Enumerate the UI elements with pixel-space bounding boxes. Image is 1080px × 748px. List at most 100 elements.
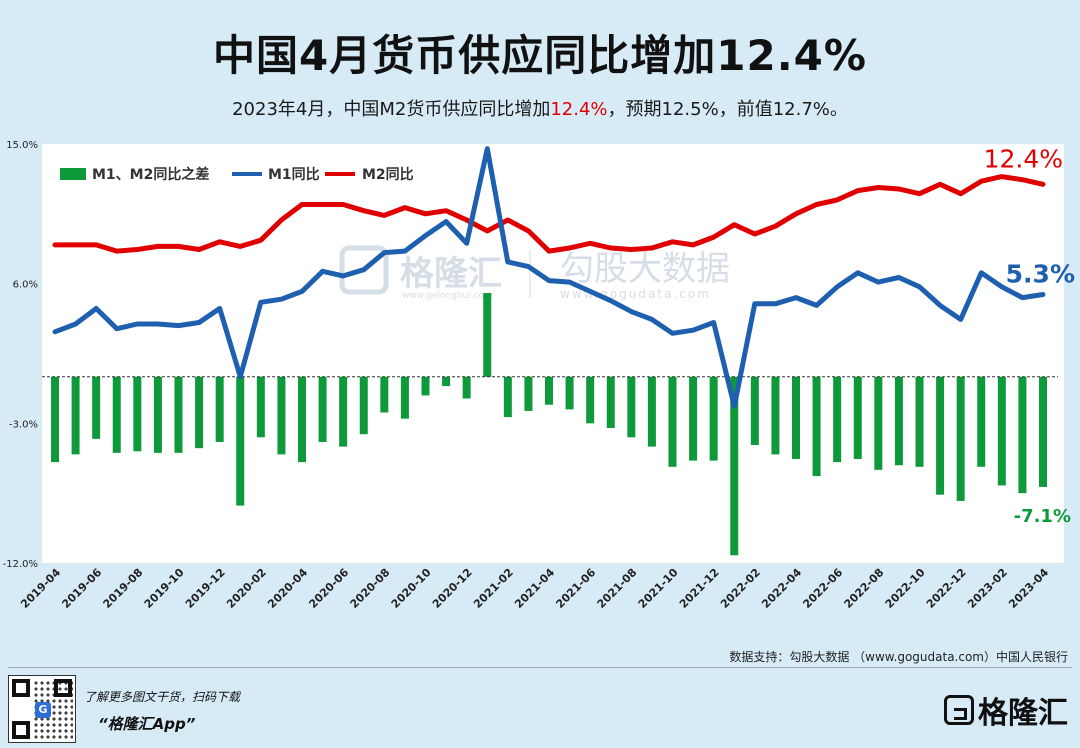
bar	[730, 376, 739, 556]
x-tick-label: 2021-06	[553, 566, 598, 611]
x-tick-label: 2023-02	[965, 566, 1010, 611]
watermark-logo-icon	[339, 245, 389, 295]
x-tick-label: 2021-02	[471, 566, 516, 611]
x-tick-label: 2019-06	[59, 566, 104, 611]
legend-label: M1、M2同比之差	[92, 166, 209, 183]
page-subtitle: 2023年4月，中国M2货币供应同比增加12.4%，预期12.5%，前值12.7…	[0, 95, 1080, 121]
bar	[792, 376, 800, 460]
y-tick-label: 6.0%	[13, 280, 38, 291]
bar	[236, 376, 245, 506]
bar	[709, 376, 718, 461]
bar	[997, 376, 1006, 486]
bar	[750, 376, 759, 446]
bar	[503, 376, 512, 418]
bar	[956, 376, 965, 501]
bar	[627, 376, 636, 438]
x-tick-label: 2022-08	[842, 566, 887, 611]
watermark-brand: 格隆汇	[400, 254, 502, 294]
legend-label: M1同比	[268, 166, 320, 183]
source-note: 数据支持：勾股大数据 （www.gogudata.com）中国人民银行	[729, 650, 1068, 664]
brand-logo: 格隆汇	[944, 690, 1068, 731]
x-tick-label: 2019-12	[183, 566, 228, 611]
subtitle-text: 2023年4月，中国M2货币供应同比增加	[232, 99, 551, 120]
page-title: 中国4月货币供应同比增加12.4%	[213, 31, 867, 80]
bar	[483, 292, 492, 377]
x-tick-label: 2022-06	[800, 566, 845, 611]
bar	[256, 376, 265, 438]
x-tick-label: 2020-06	[306, 566, 351, 611]
x-tick-label: 2019-08	[101, 566, 146, 611]
qr-code[interactable]: G	[8, 675, 76, 743]
x-tick-label: 2022-04	[759, 566, 804, 611]
x-tick-label: 2022-02	[718, 566, 763, 611]
bar	[359, 376, 368, 435]
annotation-m2: 12.4%	[984, 144, 1063, 173]
watermark-brand-url: www.gelonghui.com	[402, 291, 493, 301]
qr-logo-icon: G	[35, 702, 51, 718]
annotation-diff: -7.1%	[1014, 506, 1071, 527]
x-tick-label: 2021-10	[636, 566, 681, 611]
bar	[812, 376, 821, 477]
x-tick-label: 2019-04	[18, 566, 63, 611]
x-tick-label: 2020-04	[265, 566, 310, 611]
legend-swatch	[60, 168, 86, 180]
y-tick-label: 15.0%	[6, 140, 38, 151]
bar	[545, 376, 553, 405]
x-tick-label: 2020-12	[430, 566, 475, 611]
line-m2	[52, 174, 1046, 254]
legend-label: M2同比	[362, 166, 414, 183]
qr-finder-icon	[12, 679, 30, 697]
bar	[318, 376, 327, 442]
x-tick-label: 2023-04	[1006, 566, 1051, 611]
bar	[339, 376, 348, 447]
bar	[936, 376, 945, 495]
bar	[853, 376, 862, 460]
bar	[915, 376, 924, 467]
bar	[606, 376, 615, 428]
watermark-partner: 勾股大数据	[560, 249, 730, 289]
bar	[153, 376, 162, 453]
bar	[380, 376, 389, 413]
bar	[647, 376, 656, 447]
bar	[771, 376, 780, 455]
subtitle-highlight: 12.4%	[550, 99, 608, 120]
bar	[112, 376, 121, 453]
watermark-partner-url: www.gogudata.com	[560, 287, 711, 301]
bar	[174, 376, 183, 453]
x-tick-label: 2022-10	[883, 566, 928, 611]
bar	[586, 376, 595, 424]
logo-icon	[944, 695, 974, 725]
bar	[71, 376, 80, 455]
bar	[668, 376, 677, 467]
y-tick-label: -3.0%	[9, 419, 38, 430]
x-tick-label: 2020-10	[389, 566, 434, 611]
bar	[1018, 376, 1027, 494]
x-tick-label: 2021-04	[512, 566, 557, 611]
bar	[977, 376, 986, 467]
bar	[874, 376, 883, 470]
bar	[442, 376, 451, 387]
x-tick-label: 2022-12	[924, 566, 969, 611]
bar	[1039, 376, 1047, 487]
subtitle-text-end: ，预期12.5%，前值12.7%。	[607, 99, 848, 120]
qr-finder-icon	[12, 721, 30, 739]
x-tick-label: 2021-12	[677, 566, 722, 611]
bar	[421, 376, 430, 396]
bar	[298, 376, 306, 463]
promo-text: 了解更多图文干货，扫码下载	[84, 690, 241, 704]
footer-divider	[8, 667, 1072, 668]
x-tick-label: 2020-08	[348, 566, 393, 611]
bar	[195, 376, 204, 449]
bar	[133, 376, 142, 452]
bar	[51, 376, 59, 463]
line-m1	[52, 146, 1046, 409]
bar	[400, 376, 409, 419]
bar	[524, 376, 533, 411]
logo-text: 格隆汇	[978, 696, 1068, 731]
plot-area	[42, 144, 1064, 563]
annotation-m1: 5.3%	[1006, 260, 1075, 289]
bar	[689, 376, 698, 461]
x-tick-label: 2021-08	[595, 566, 640, 611]
bar	[565, 376, 574, 410]
